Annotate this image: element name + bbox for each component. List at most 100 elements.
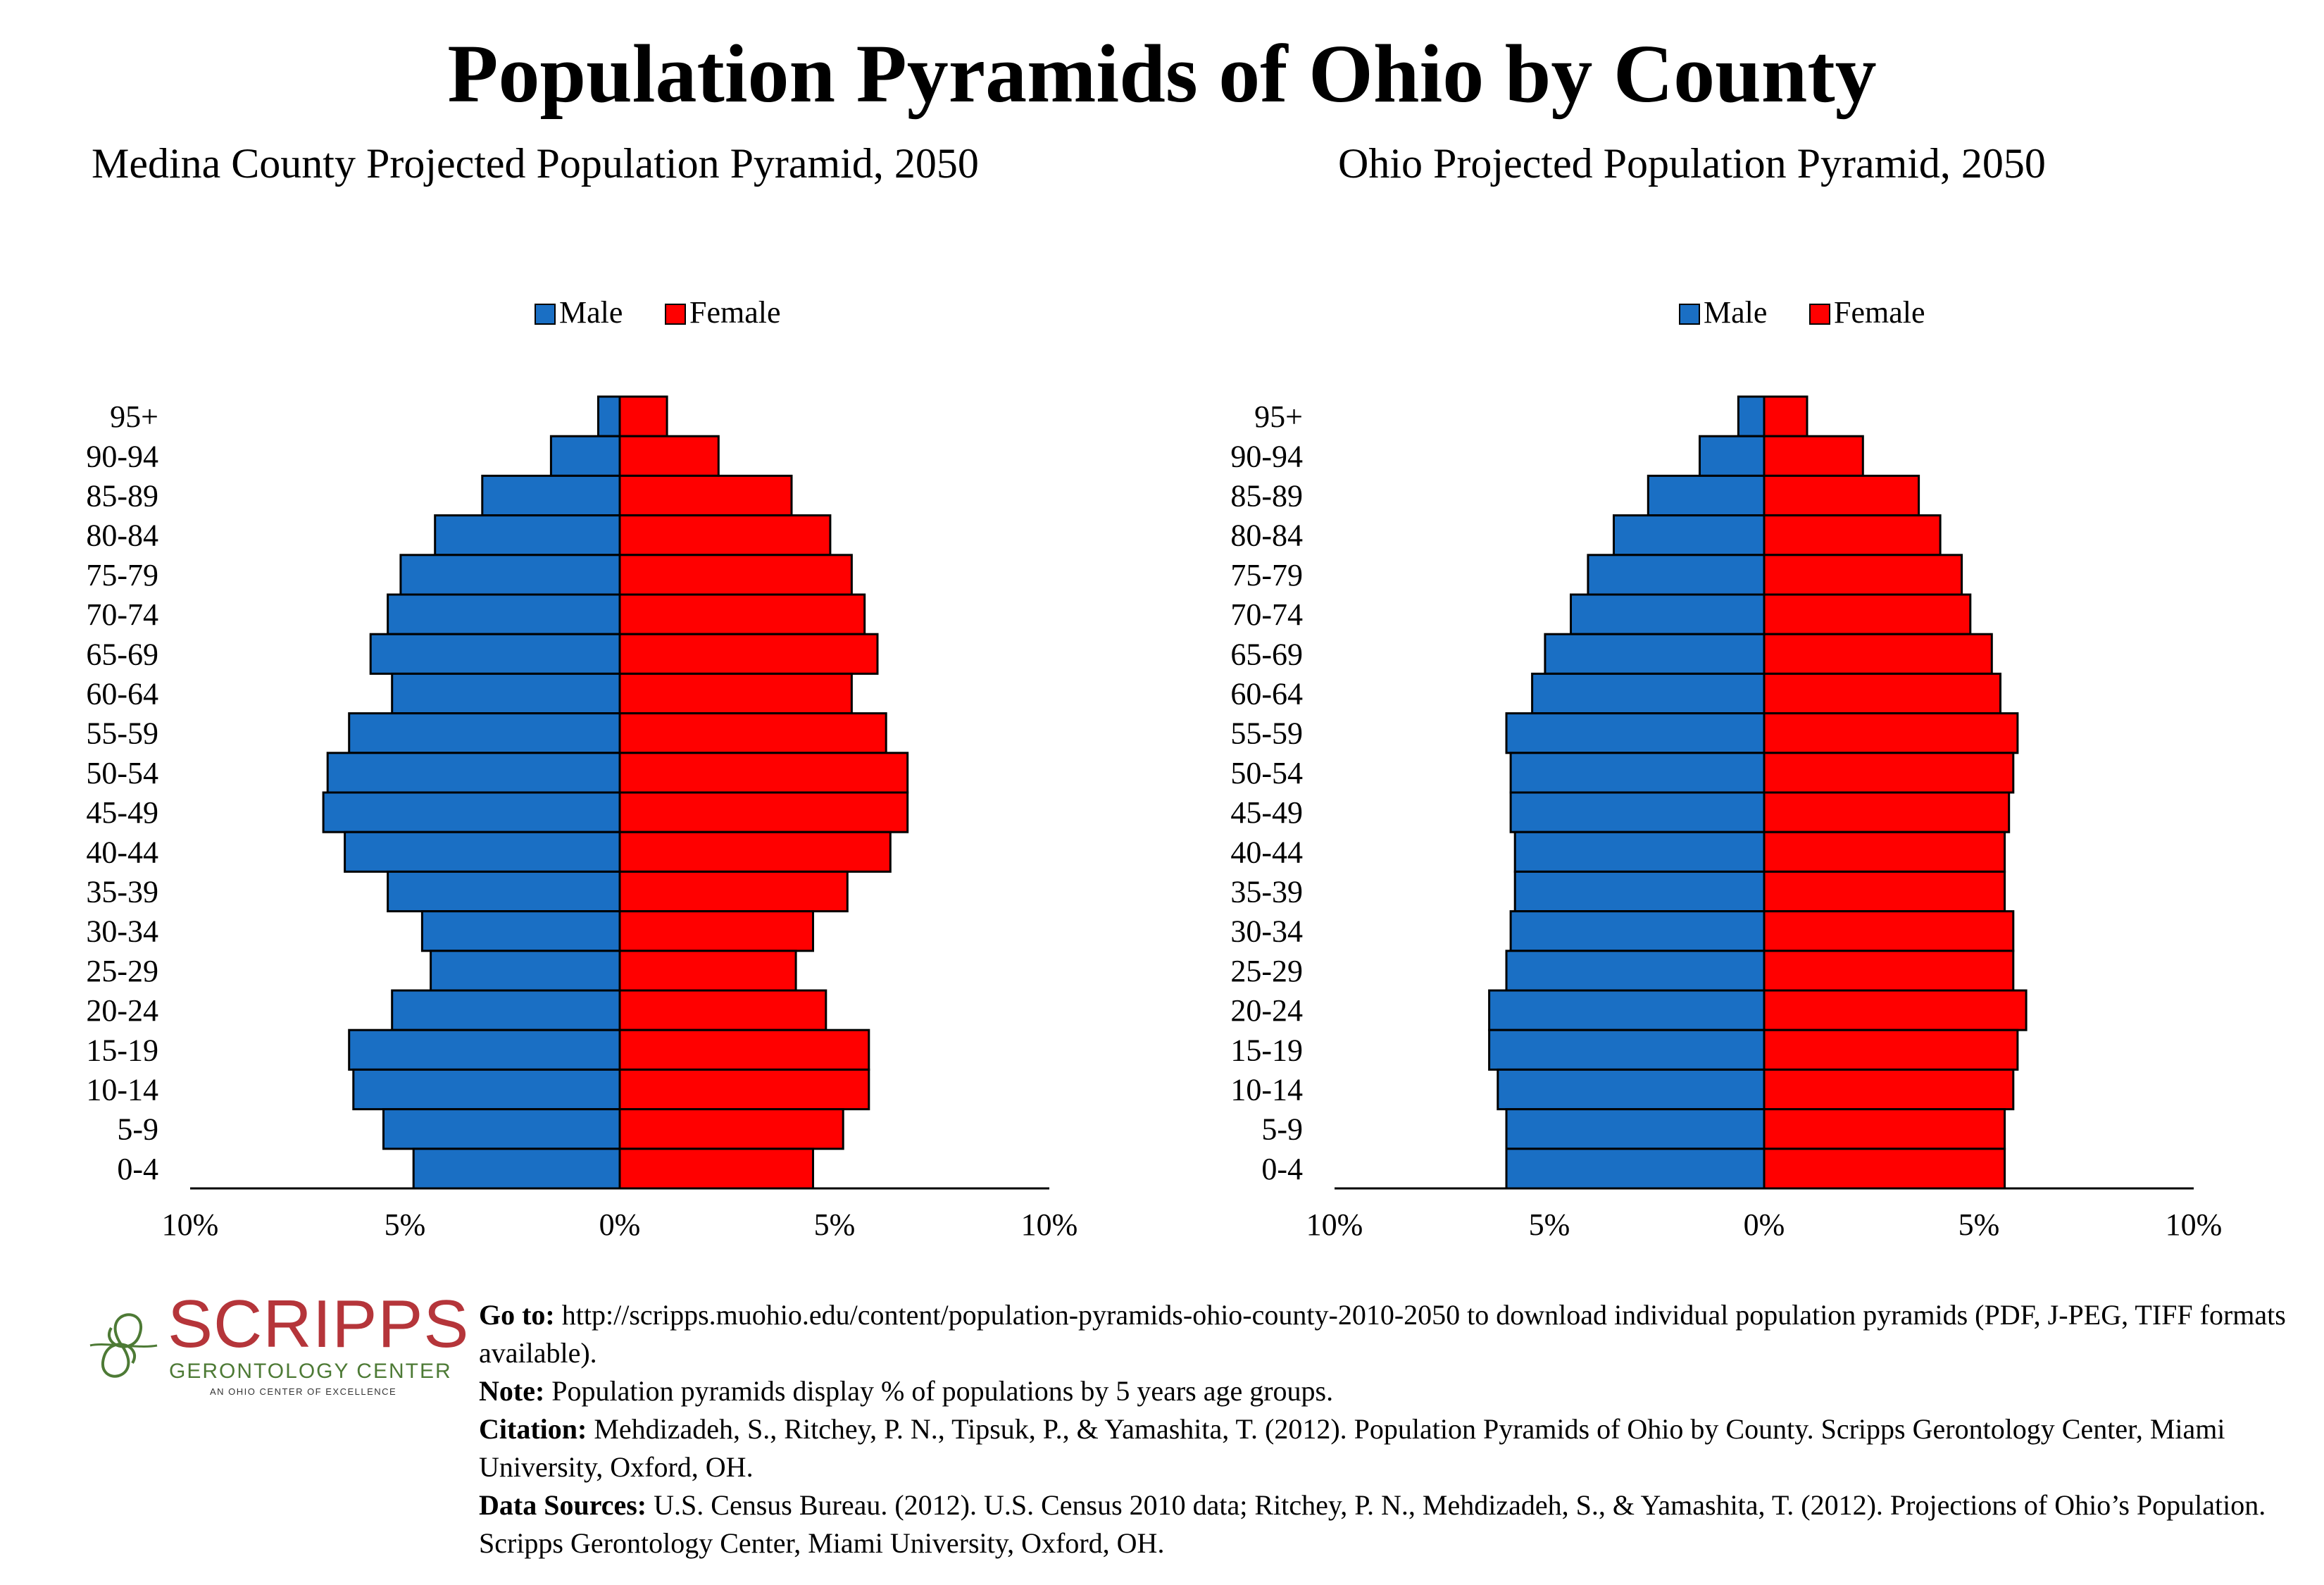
age-label-40-44: 40-44 [86,835,158,869]
bar-male-15-19 [1488,1028,1766,1071]
bar-male-35-39 [387,870,621,913]
age-label-30-34: 30-34 [1230,914,1303,949]
footer-goto: Go to: http://scripps.muohio.edu/content… [479,1296,2310,1372]
bar-female-70-74 [618,593,866,635]
bar-female-40-44 [618,831,892,873]
age-label-0-4: 0-4 [1261,1152,1303,1186]
note-text: Population pyramids display % of populat… [544,1375,1334,1407]
bar-male-75-79 [1587,554,1766,596]
bar-female-0-4 [618,1148,814,1190]
bar-female-80-84 [1763,514,1942,557]
age-label-70-74: 70-74 [86,597,158,632]
bar-female-55-59 [618,712,887,754]
legend-swatch-female [665,304,686,325]
age-label-75-79: 75-79 [86,558,158,592]
bar-female-20-24 [618,989,827,1031]
age-label-35-39: 35-39 [86,875,158,909]
x-tick-label: 5% [814,1207,856,1242]
age-label-70-74: 70-74 [1230,597,1303,632]
bar-male-20-24 [1488,989,1766,1031]
bar-male-25-29 [430,950,621,992]
bar-male-20-24 [391,989,621,1031]
bar-male-30-34 [420,910,621,952]
sources-label: Data Sources: [479,1489,647,1521]
bar-female-40-44 [1763,831,2006,873]
legend-label-female: Female [689,295,781,330]
goto-text: http://scripps.muohio.edu/content/popula… [479,1299,2286,1369]
age-label-65-69: 65-69 [86,637,158,671]
bar-male-85-89 [1647,474,1766,517]
bar-male-55-59 [348,712,621,754]
age-label-5-9: 5-9 [1261,1112,1303,1147]
bar-female-45-49 [618,791,909,833]
bar-female-95+ [618,395,668,437]
bar-female-35-39 [1763,870,2006,913]
age-label-55-59: 55-59 [1230,716,1303,751]
footer-notes: Go to: http://scripps.muohio.edu/content… [479,1296,2310,1562]
bar-male-65-69 [369,633,621,675]
bar-male-50-54 [326,752,621,794]
bar-male-35-39 [1513,870,1766,913]
legend-label-male: Male [559,295,623,330]
bar-female-70-74 [1763,593,1972,635]
pyramid-charts: Medina County Projected Population Pyram… [86,140,2222,1242]
bar-male-80-84 [434,514,621,557]
bar-female-65-69 [1763,633,1993,675]
bar-male-70-74 [1570,593,1766,635]
bar-male-80-84 [1613,514,1766,557]
age-label-85-89: 85-89 [86,479,158,514]
bar-female-75-79 [1763,554,1963,596]
age-label-60-64: 60-64 [86,677,158,711]
x-tick-label: 10% [1021,1207,1078,1242]
bar-male-45-49 [1509,791,1766,833]
age-label-20-24: 20-24 [86,993,158,1028]
bar-male-95+ [597,395,621,437]
ohio-pyramid-chart: Ohio Projected Population Pyramid, 2050 M… [1230,140,2222,1242]
bar-male-70-74 [387,593,621,635]
bar-female-45-49 [1763,791,2011,833]
legend-swatch-male [535,304,556,325]
bar-female-5-9 [1763,1108,2006,1150]
sources-text: U.S. Census Bureau. (2012). U.S. Census … [479,1489,2266,1559]
x-tick-label: 10% [162,1207,219,1242]
bar-male-5-9 [1505,1108,1766,1150]
bar-female-35-39 [618,870,849,913]
bar-female-30-34 [1763,910,2015,952]
bar-female-25-29 [1763,950,2015,992]
bar-male-90-94 [549,435,621,477]
bar-female-90-94 [618,435,720,477]
goto-label: Go to: [479,1299,555,1331]
x-tick-label: 10% [2166,1207,2223,1242]
bar-female-95+ [1763,395,1808,437]
bar-male-60-64 [391,672,621,715]
bar-male-50-54 [1509,752,1766,794]
age-label-0-4: 0-4 [117,1152,158,1186]
bar-male-40-44 [1513,831,1766,873]
bar-male-15-19 [348,1028,621,1071]
bar-female-75-79 [618,554,853,596]
bar-female-50-54 [1763,752,2015,794]
bar-male-10-14 [352,1068,621,1111]
x-tick-label: 5% [1958,1207,2000,1242]
bar-female-0-4 [1763,1148,2006,1190]
age-label-65-69: 65-69 [1230,637,1303,671]
age-label-15-19: 15-19 [1230,1033,1303,1067]
bar-male-5-9 [382,1108,621,1150]
age-label-50-54: 50-54 [86,756,158,790]
legend-swatch-female [1809,304,1830,325]
age-label-5-9: 5-9 [117,1112,158,1147]
bar-female-60-64 [618,672,853,715]
age-label-10-14: 10-14 [86,1073,158,1107]
age-label-30-34: 30-34 [86,914,158,949]
citation-text: Mehdizadeh, S., Ritchey, P. N., Tipsuk, … [479,1413,2225,1483]
age-label-25-29: 25-29 [86,954,158,988]
bar-female-85-89 [1763,474,1920,517]
bar-male-45-49 [322,791,621,833]
bar-female-30-34 [618,910,814,952]
bar-female-10-14 [1763,1068,2015,1111]
age-label-80-84: 80-84 [86,518,158,553]
legend-label-male: Male [1704,295,1767,330]
footer-citation: Citation: Mehdizadeh, S., Ritchey, P. N.… [479,1410,2310,1486]
bar-female-15-19 [1763,1028,2019,1071]
age-label-40-44: 40-44 [1230,835,1303,869]
